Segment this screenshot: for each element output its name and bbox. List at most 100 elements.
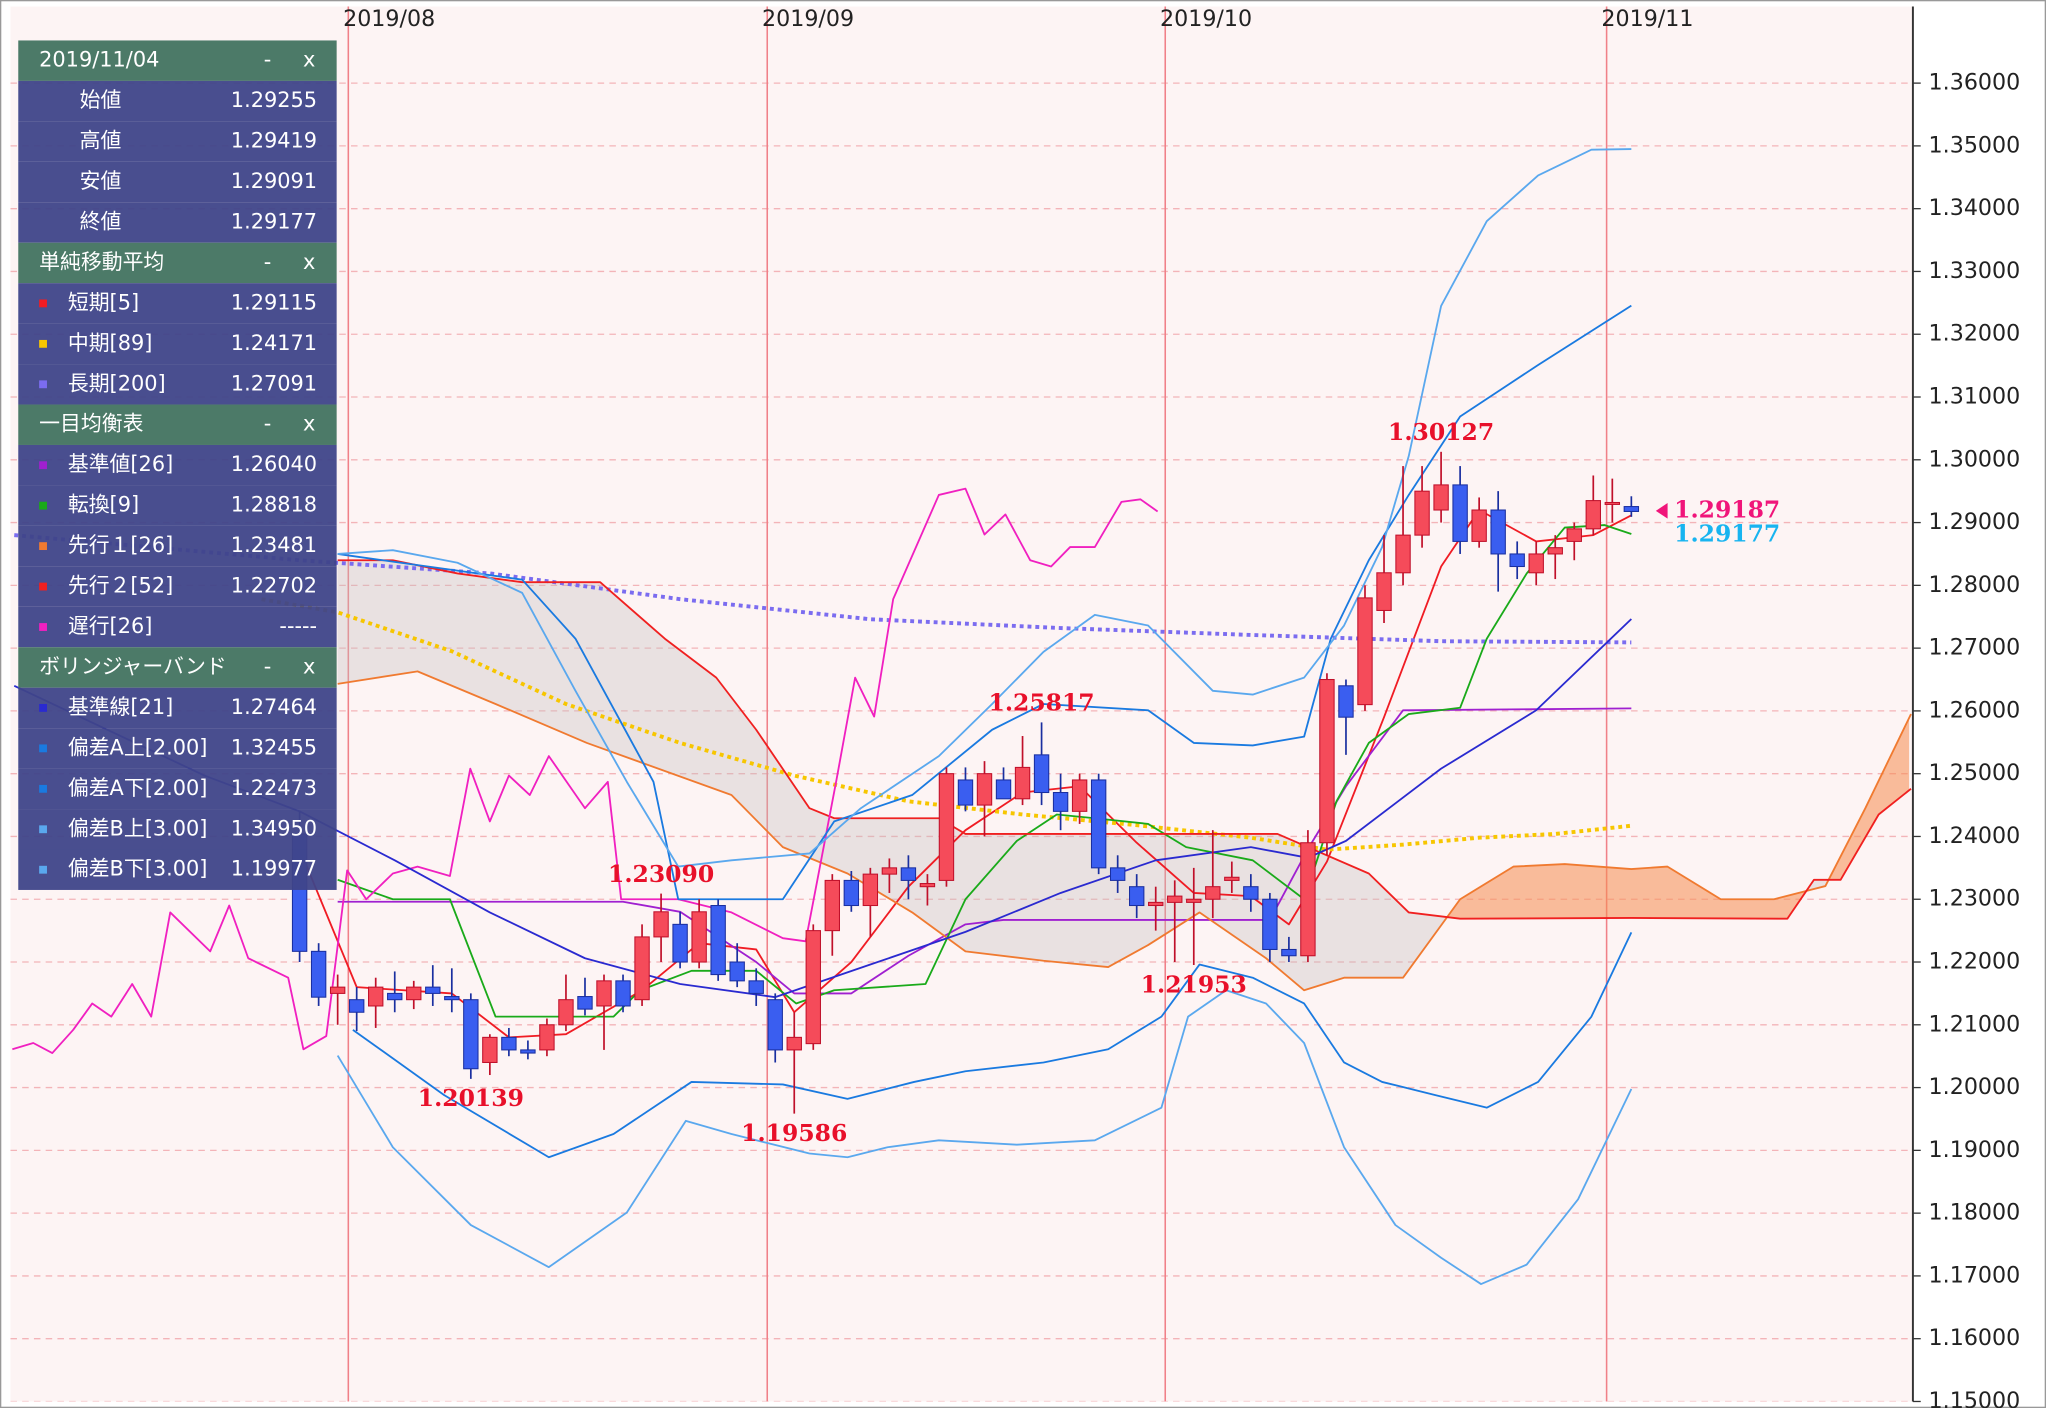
close-button[interactable]: x xyxy=(303,412,315,436)
cloud xyxy=(1448,864,1807,919)
candle-body xyxy=(1033,754,1050,794)
y-tick-label: 1.16000 xyxy=(1929,1325,2021,1351)
y-tick-label: 1.15000 xyxy=(1929,1388,2021,1408)
panel-label: 高値 xyxy=(80,129,122,153)
annotation: 1.30127 xyxy=(1388,418,1494,446)
candle-body xyxy=(805,930,821,1045)
panel-row xyxy=(18,849,337,890)
panel-row xyxy=(18,809,337,850)
candle-body xyxy=(900,867,917,881)
candle-body xyxy=(1186,898,1202,903)
candle-body xyxy=(368,986,384,1007)
minimize-button[interactable]: - xyxy=(264,654,272,678)
panel-row xyxy=(18,485,337,526)
panel-value: 1.19977 xyxy=(231,857,317,881)
y-tick-label: 1.31000 xyxy=(1929,384,2021,410)
indicator-line xyxy=(337,670,1912,992)
panel-row xyxy=(18,728,337,769)
x-tick-label: 2019/08 xyxy=(343,6,435,32)
candle-body xyxy=(1547,547,1563,555)
candle-body xyxy=(1071,779,1088,812)
legend-swatch xyxy=(39,542,47,551)
panel-value: 1.26040 xyxy=(231,452,317,476)
panel-label: 短期[5] xyxy=(68,290,139,314)
y-tick-label: 1.18000 xyxy=(1929,1200,2021,1226)
panel-label: 始値 xyxy=(80,88,122,112)
panel-row xyxy=(18,283,337,324)
legend-swatch xyxy=(39,501,47,510)
y-tick-label: 1.29000 xyxy=(1929,509,2021,535)
indicator-line xyxy=(337,148,1632,868)
legend-swatch xyxy=(39,380,47,389)
legend-swatch xyxy=(39,461,47,470)
candle-body xyxy=(957,779,974,806)
candle-body xyxy=(672,923,688,963)
panel-title: 2019/11/04 xyxy=(39,48,159,72)
panel-value: 1.29419 xyxy=(231,129,317,153)
indicator-line xyxy=(336,989,1633,1285)
y-tick-label: 1.17000 xyxy=(1929,1262,2021,1288)
minimize-button[interactable]: - xyxy=(264,250,272,274)
panel-row xyxy=(18,202,337,243)
candle-body xyxy=(1281,948,1297,957)
candle-body xyxy=(1395,534,1411,574)
candle-body xyxy=(862,873,879,907)
close-button[interactable]: x xyxy=(303,654,315,678)
candle-body xyxy=(1319,678,1335,844)
panel-value: 1.29177 xyxy=(231,209,317,233)
y-tick-label: 1.36000 xyxy=(1929,70,2021,96)
annotation: 1.25817 xyxy=(988,689,1094,717)
panel-value: 1.27091 xyxy=(231,371,317,395)
panel-label: 偏差A上[2.00] xyxy=(68,735,208,759)
y-tick-label: 1.26000 xyxy=(1929,697,2021,723)
panel-value: 1.27464 xyxy=(231,695,317,719)
panel-value: 1.22473 xyxy=(231,776,317,800)
x-tick-label: 2019/10 xyxy=(1160,6,1252,32)
candle-body xyxy=(387,992,403,1001)
minimize-button[interactable]: - xyxy=(264,48,272,72)
y-tick-label: 1.34000 xyxy=(1929,195,2021,221)
candle-body xyxy=(1604,501,1621,505)
y-tick-label: 1.35000 xyxy=(1929,132,2021,158)
candle-body xyxy=(577,996,593,1010)
panel-value: ----- xyxy=(279,614,317,638)
close-button[interactable]: x xyxy=(303,250,315,274)
annotation: 1.20139 xyxy=(418,1084,524,1112)
candle-body xyxy=(1300,842,1316,957)
candle-body xyxy=(691,911,707,963)
candle-body xyxy=(596,980,612,1007)
panel-row xyxy=(18,566,337,607)
panel-row xyxy=(18,768,337,810)
panel-value: 1.29255 xyxy=(231,88,317,112)
candle-body xyxy=(1052,791,1069,812)
candle-body xyxy=(748,980,764,994)
candle-body xyxy=(1014,766,1031,800)
panel-label: 偏差B上[3.00] xyxy=(68,816,208,840)
candle-body xyxy=(729,961,745,982)
candle-body xyxy=(1338,685,1354,718)
candle-body xyxy=(976,773,993,806)
close-button[interactable]: x xyxy=(303,48,315,72)
panel-value: 1.29115 xyxy=(231,290,317,314)
candle-body xyxy=(710,904,726,976)
panel-row xyxy=(18,364,337,405)
candle-body xyxy=(1509,553,1525,568)
y-tick-label: 1.32000 xyxy=(1929,321,2021,347)
candle-body xyxy=(786,1036,802,1051)
minimize-button[interactable]: - xyxy=(264,412,272,436)
panel-header xyxy=(18,647,337,688)
candle-body xyxy=(824,879,841,932)
legend-swatch xyxy=(39,865,47,874)
candle-body xyxy=(653,911,669,938)
candle-body xyxy=(1623,506,1640,512)
candle-body xyxy=(843,879,860,907)
candle-body xyxy=(1357,597,1373,706)
candle-body xyxy=(1376,572,1392,611)
panel-title: ボリンジャーバンド xyxy=(39,654,227,678)
panel-row xyxy=(18,525,337,567)
panel-row xyxy=(18,687,337,729)
y-tick-label: 1.28000 xyxy=(1929,572,2021,598)
panel-label: 中期[89] xyxy=(68,331,153,355)
